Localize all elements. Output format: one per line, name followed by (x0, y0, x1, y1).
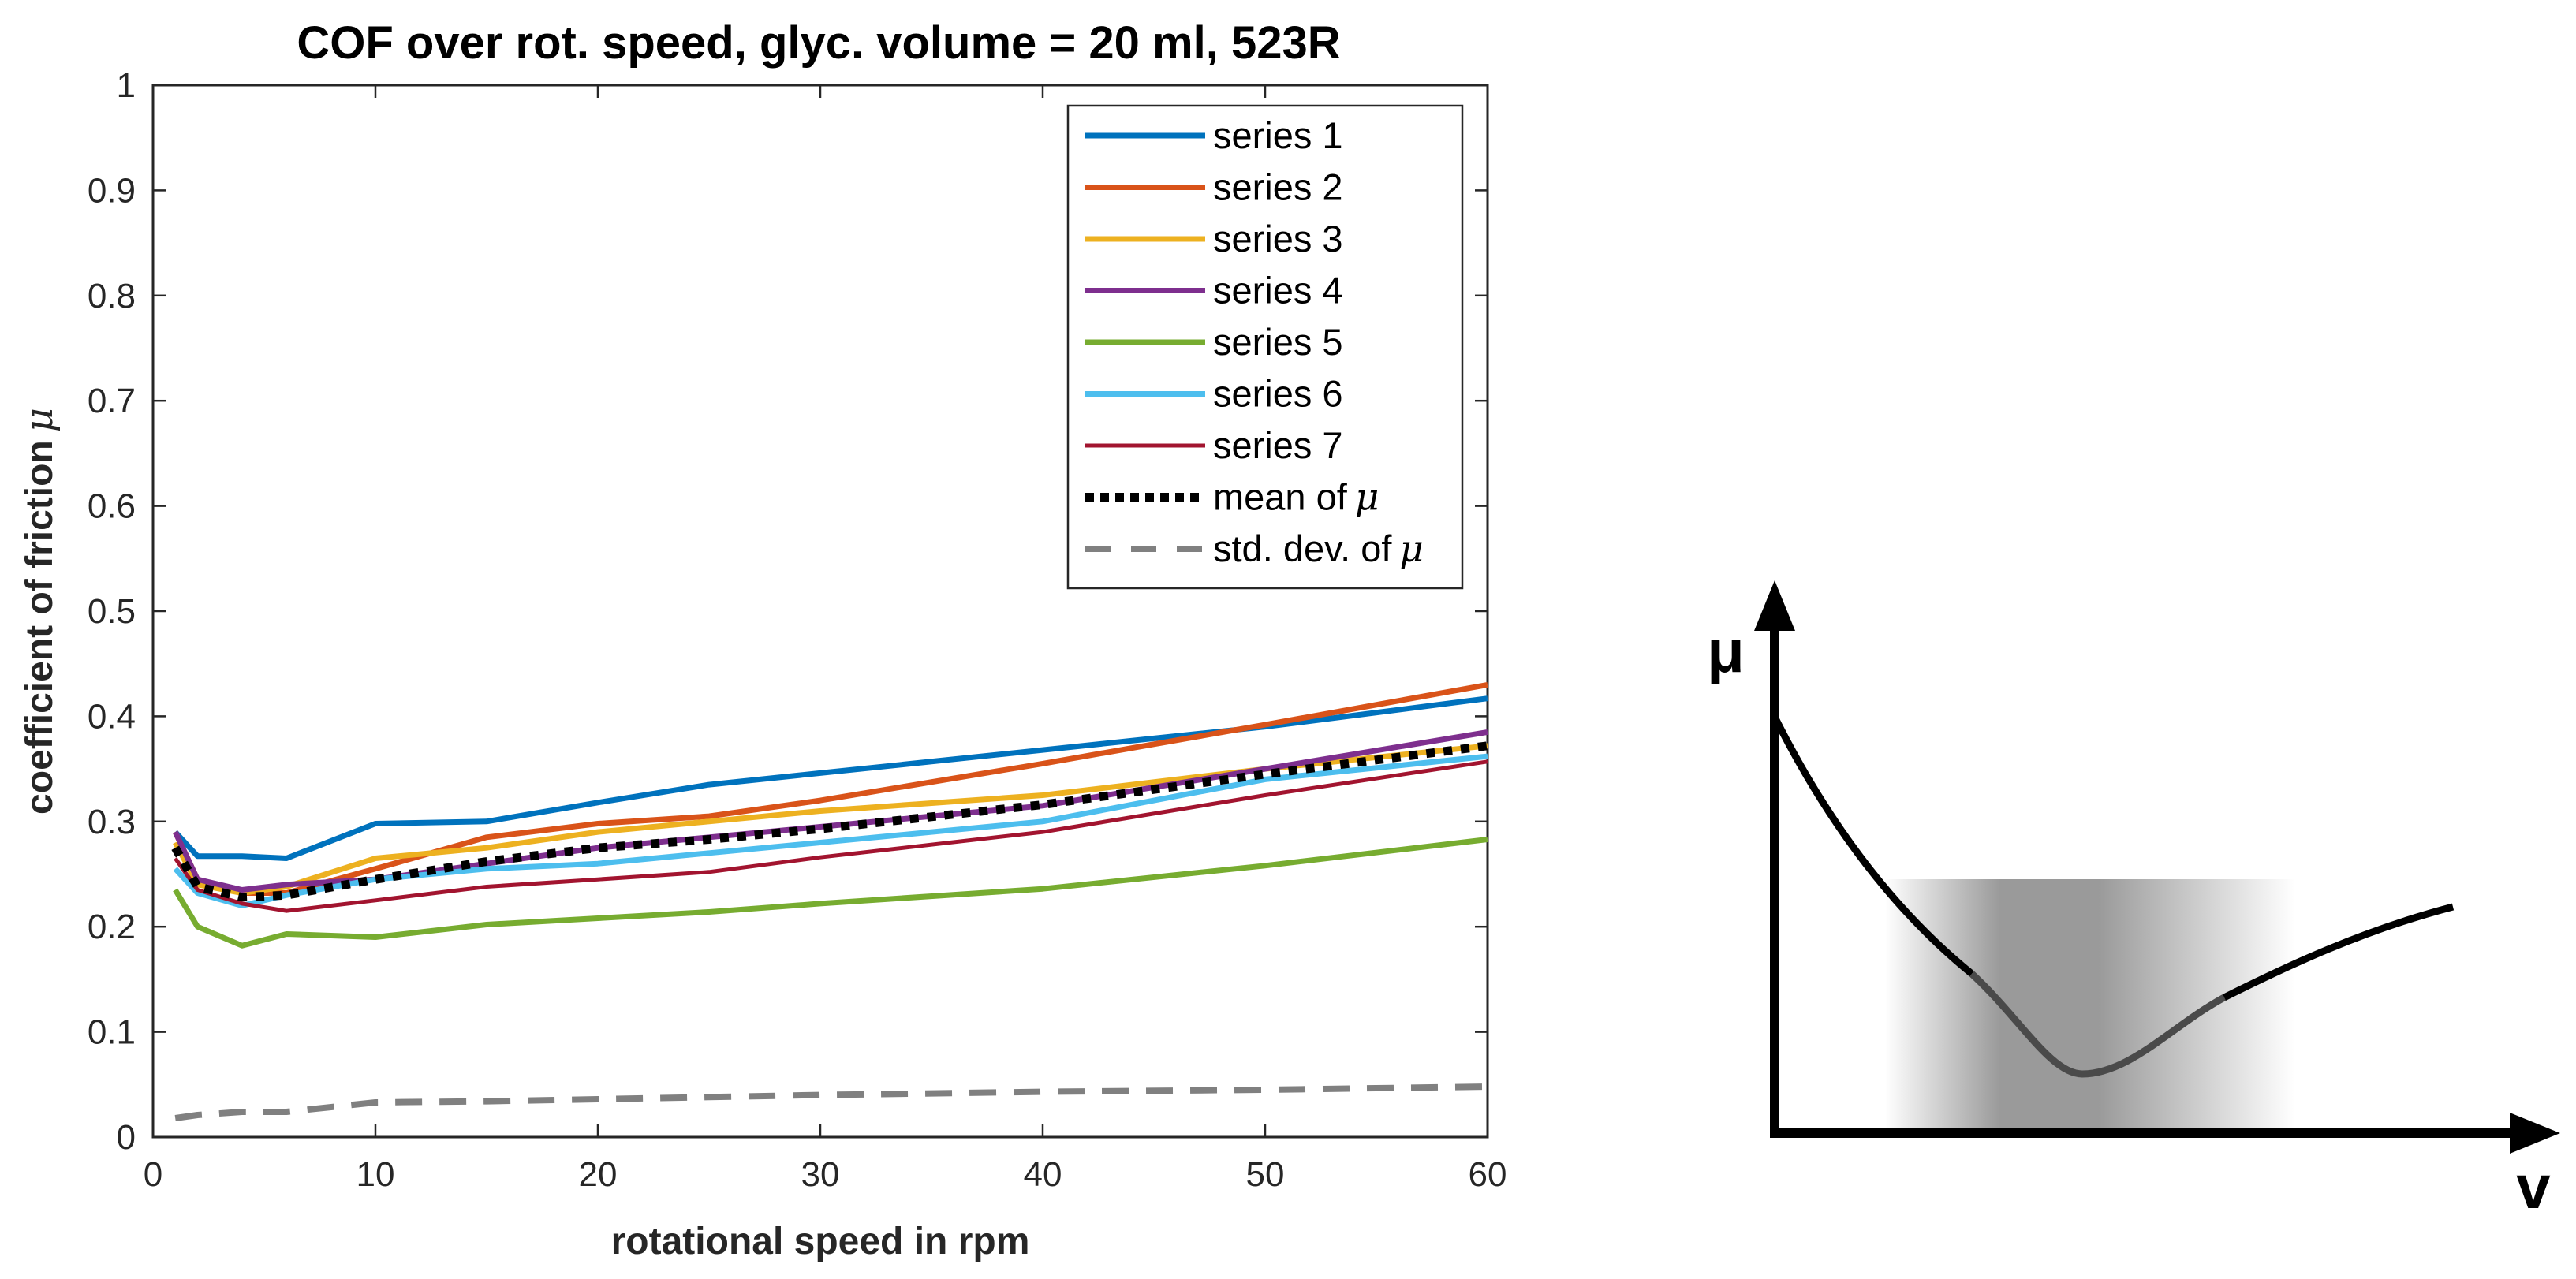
cof-chart: COF over rot. speed, glyc. volume = 20 m… (17, 17, 1506, 1262)
x-tick-label: 0 (144, 1155, 162, 1194)
stribeck-curve-minimum (1969, 971, 2227, 1078)
legend-label-2: series 2 (1213, 166, 1343, 208)
legend-label-3: series 3 (1213, 218, 1343, 259)
legend-label-text: mean of (1213, 476, 1348, 518)
legend-label-1: series 1 (1213, 114, 1343, 156)
legend-label-8: mean of μ (1213, 476, 1379, 520)
sketch-x-label: v (2516, 1152, 2551, 1221)
y-tick-label: 0.7 (88, 382, 136, 420)
y-axis-label: coefficient of friction μ (17, 408, 62, 815)
x-axis-label: rotational speed in rpm (611, 1221, 1030, 1262)
y-tick-label: 0.5 (88, 592, 136, 631)
x-tick-label: 50 (1246, 1155, 1285, 1194)
series-line-4 (173, 729, 1488, 893)
sketch-x-arrow-icon (2510, 1113, 2560, 1154)
y-tick-label: 0.3 (88, 803, 136, 841)
stribeck-curve-right (2222, 903, 2455, 1001)
legend-label-9: std. dev. of μ (1213, 528, 1424, 571)
y-axis-label-symbol: μ (17, 408, 62, 432)
legend-label-text: series 1 (1213, 114, 1343, 156)
stribeck-sketch: μ v (1707, 580, 2560, 1221)
legend-label-text: series 2 (1213, 166, 1343, 208)
series-lines (171, 681, 1488, 1121)
y-tick-label: 0 (117, 1118, 136, 1157)
legend-label-5: series 5 (1213, 321, 1343, 363)
y-axis: 0 0.1 0.2 0.3 0.4 0.5 0.6 0.7 0.8 0.9 1 (88, 66, 1488, 1157)
series-line-6 (173, 753, 1488, 908)
legend-mu-symbol: μ (1399, 528, 1424, 571)
legend-label-text: series 6 (1213, 373, 1343, 415)
legend-label-4: series 4 (1213, 270, 1343, 311)
series-line-9 (174, 1083, 1488, 1121)
legend-label-7: series 7 (1213, 424, 1343, 466)
series-line-5 (173, 837, 1488, 949)
legend: series 1 series 2 series 3 series 4 series 5… (1066, 104, 1464, 590)
series-line-7 (174, 759, 1488, 913)
legend-mu-symbol: μ (1355, 476, 1379, 520)
y-tick-label: 0.8 (88, 277, 136, 315)
x-tick-label: 20 (579, 1155, 618, 1194)
y-tick-label: 0.6 (88, 487, 136, 526)
y-tick-label: 0.1 (88, 1013, 136, 1052)
legend-label-text: series 7 (1213, 424, 1343, 466)
minimum-shade-region (1885, 879, 2295, 1133)
y-tick-label: 0.4 (88, 697, 136, 736)
x-axis: 0 10 20 30 40 50 60 (144, 85, 1507, 1194)
stribeck-curve-left (1769, 711, 1974, 977)
legend-label-text: series 4 (1213, 270, 1343, 311)
x-tick-label: 60 (1469, 1155, 1507, 1194)
y-tick-label: 0.2 (88, 908, 136, 946)
legend-label-text: std. dev. of (1213, 528, 1392, 569)
legend-label-text: series 5 (1213, 321, 1343, 363)
chart-title: COF over rot. speed, glyc. volume = 20 m… (297, 17, 1340, 69)
legend-label-text: series 3 (1213, 218, 1343, 259)
y-tick-label: 0.9 (88, 171, 136, 210)
y-tick-label: 1 (117, 66, 136, 105)
sketch-y-arrow-icon (1754, 580, 1795, 631)
series-line-3 (173, 743, 1488, 896)
x-tick-label: 40 (1024, 1155, 1062, 1194)
sketch-y-label: μ (1707, 616, 1745, 685)
series-line-1 (173, 695, 1488, 861)
x-tick-label: 10 (357, 1155, 395, 1194)
y-axis-label-text: coefficient of friction (19, 440, 61, 815)
x-tick-label: 30 (801, 1155, 840, 1194)
legend-label-6: series 6 (1213, 373, 1343, 415)
